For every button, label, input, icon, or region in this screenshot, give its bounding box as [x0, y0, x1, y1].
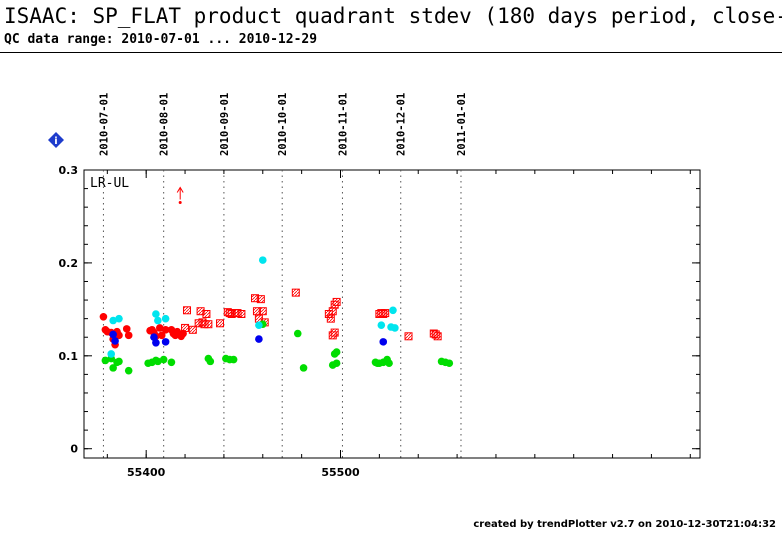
footer-credit: created by trendPlotter v2.7 on 2010-12-…: [473, 519, 776, 530]
data-point-green-dot: [385, 359, 393, 368]
title-divider: [0, 52, 782, 53]
date-marker-label: 2010-09-01: [219, 93, 231, 156]
data-point-green-dot: [154, 357, 162, 366]
data-point-red-dot: [115, 331, 123, 340]
date-marker-label: 2010-11-01: [337, 93, 349, 156]
data-point-square: [182, 306, 191, 315]
data-point-green-dot: [206, 357, 215, 366]
data-point-square: [258, 307, 267, 316]
y-tick-label: 0.3: [59, 164, 79, 177]
outlier-point: [178, 201, 182, 205]
date-marker-layer: 2010-07-01 2010-08-01 2010-09-01 2010-10-01…: [98, 93, 468, 458]
panel-label: LR-UL: [90, 176, 129, 191]
data-point-red-dot: [122, 325, 131, 333]
data-point-red-dot: [155, 324, 164, 332]
x-tick-label: 55500: [321, 466, 360, 479]
data-point-green-dot: [445, 359, 454, 368]
info-glyph: i: [54, 136, 57, 147]
data-point-blue-dot: [379, 338, 388, 346]
data-point-green-dot: [115, 357, 123, 366]
data-point-square: [181, 323, 190, 332]
data-point-cyan-dot: [377, 321, 386, 329]
data-point-green-dot: [159, 355, 168, 364]
y-tick-label: 0.1: [59, 350, 79, 363]
x-tick-label: 55400: [127, 466, 166, 479]
data-point-green-dot: [124, 366, 133, 375]
data-point-red-dot: [124, 331, 133, 340]
data-point-blue-dot: [152, 339, 160, 347]
axis-tick-layer: 0 0.1 0.2 0.3 55400 55500: [59, 164, 700, 479]
date-marker-label: 2010-10-01: [277, 93, 289, 156]
diamond-shape: [48, 132, 64, 148]
data-point-cyan-dot: [389, 306, 397, 315]
plot-frame: [83, 169, 701, 459]
data-point-green-dot: [299, 364, 308, 372]
data-point-green-dot: [293, 329, 302, 338]
data-point-cyan-dot: [391, 324, 399, 332]
data-point-square: [381, 309, 390, 318]
page-title: ISAAC: SP_FLAT product quadrant stdev (1…: [4, 4, 782, 28]
data-point-green-dot: [229, 355, 238, 364]
data-point-cyan-dot: [152, 310, 160, 318]
data-point-blue-dot: [111, 337, 119, 345]
data-point-red-dot: [99, 312, 108, 321]
data-point-cyan-dot: [161, 314, 170, 323]
data-point-green-dot: [332, 348, 341, 356]
data-point-green-dot: [109, 364, 117, 372]
data-point-red-dot: [157, 331, 166, 340]
data-point-cyan-dot: [107, 350, 116, 358]
diamond-info-icon[interactable]: i: [48, 132, 64, 148]
date-marker-label: 2010-08-01: [159, 93, 171, 156]
data-points-layer: [99, 186, 454, 375]
data-point-blue-dot: [109, 330, 117, 339]
data-point-cyan-dot: [115, 314, 123, 323]
date-marker-label: 2010-07-01: [98, 93, 110, 156]
data-point-blue-dot: [161, 338, 170, 346]
qc-data-range: QC data range: 2010-07-01 ... 2010-12-29: [4, 32, 318, 47]
data-point-square: [216, 319, 225, 328]
data-point-square: [328, 331, 337, 340]
data-point-square: [332, 297, 341, 306]
date-marker-label: 2011-01-01: [456, 93, 468, 156]
data-point-square: [188, 325, 197, 334]
data-point-green-dot: [167, 358, 176, 367]
data-point-cyan-dot: [109, 316, 117, 325]
data-point-square: [237, 310, 246, 318]
data-point-square: [433, 332, 442, 341]
data-point-red-dot: [161, 325, 170, 334]
data-point-square: [404, 332, 413, 341]
data-point-square: [256, 295, 265, 304]
data-point-cyan-dot: [258, 256, 267, 264]
outlier-arrow-head: [176, 186, 184, 193]
y-tick-label: 0.2: [59, 257, 79, 270]
data-point-cyan-dot: [154, 316, 162, 325]
data-point-green-dot: [101, 356, 110, 365]
data-point-square: [204, 320, 213, 329]
data-point-square: [326, 314, 335, 323]
data-point-blue-dot: [255, 335, 263, 343]
data-point-square: [291, 288, 300, 297]
data-point-green-dot: [332, 359, 341, 368]
data-point-cyan-dot: [255, 321, 263, 329]
y-tick-label: 0: [70, 443, 78, 456]
date-marker-label: 2010-12-01: [396, 93, 408, 156]
data-point-square: [328, 307, 337, 316]
data-point-square: [202, 310, 211, 318]
